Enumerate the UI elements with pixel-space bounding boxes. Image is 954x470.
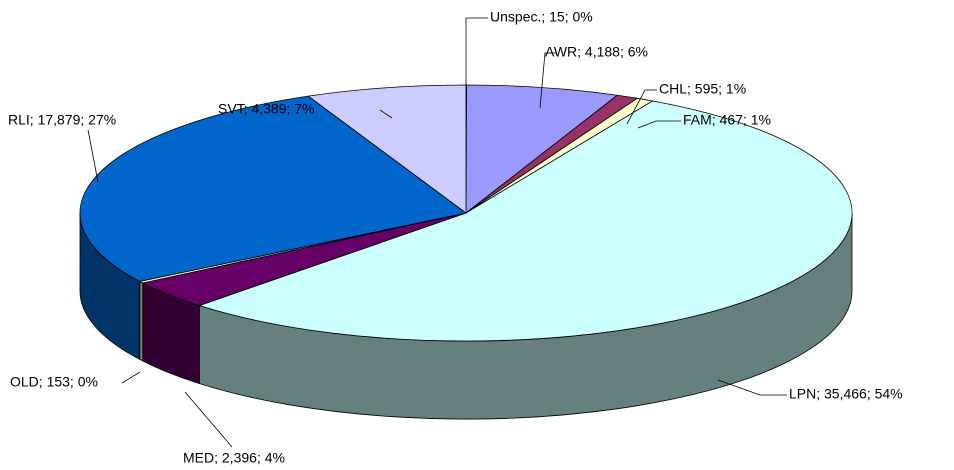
data-label: CHL; 595; 1%: [659, 81, 746, 97]
slice: [307, 84, 467, 214]
data-label: MED; 2,396; 4%: [183, 450, 285, 466]
leader-line: [637, 120, 681, 129]
data-label: Unspec.; 15; 0%: [490, 9, 593, 25]
leader-line: [184, 391, 233, 448]
leader-line: [465, 17, 488, 86]
data-label: FAM; 467; 1%: [683, 112, 771, 128]
slice-side: [139, 280, 144, 362]
data-label: OLD; 153; 0%: [10, 374, 98, 390]
leader-line: [121, 371, 141, 384]
slice: [198, 100, 853, 342]
data-label: RLI; 17,879; 27%: [8, 112, 116, 128]
leader-line: [87, 129, 99, 183]
data-label: LPN; 35,466; 54%: [789, 386, 903, 402]
data-label: SVT; 4,389; 7%: [218, 101, 315, 117]
data-label: AWR; 4,188; 6%: [545, 44, 648, 60]
leader-line: [626, 89, 657, 125]
leader-line: [379, 109, 393, 119]
leader-line: [539, 52, 557, 109]
leader-line: [717, 379, 787, 396]
slice: [465, 84, 619, 214]
